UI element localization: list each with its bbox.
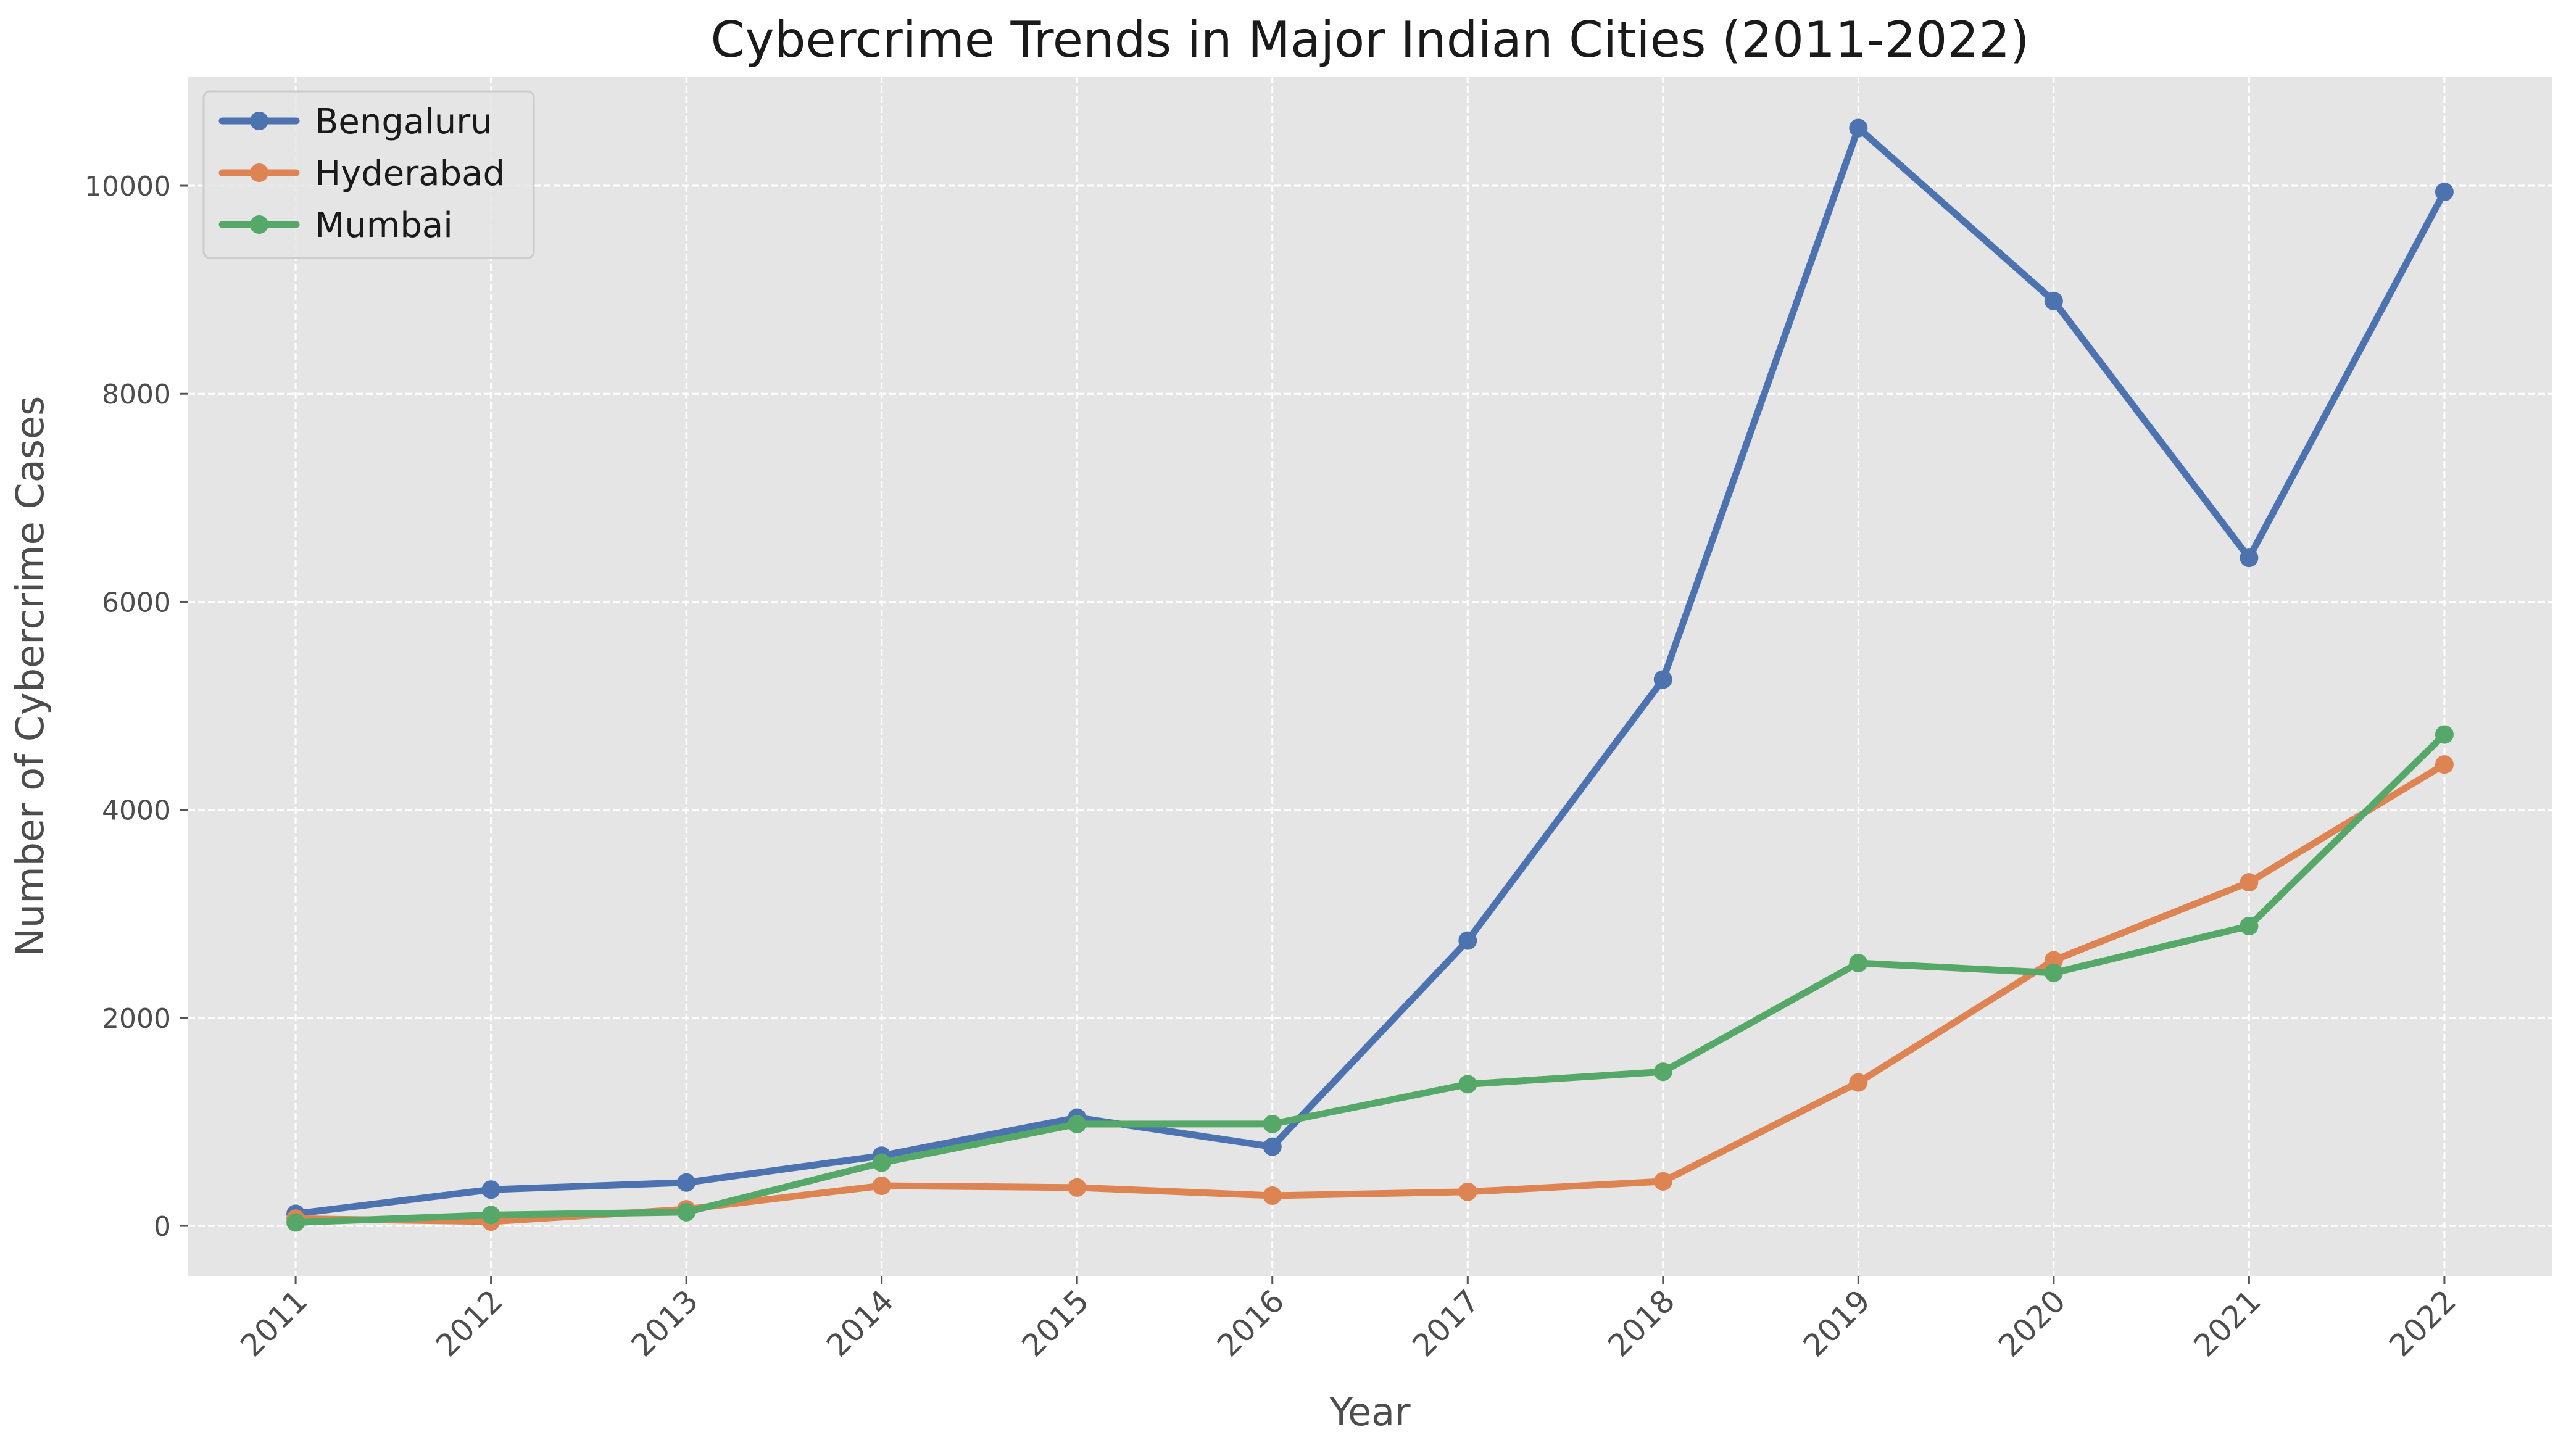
y-tick-label: 2000 bbox=[102, 1003, 171, 1035]
legend-item-hyderabad: Hyderabad bbox=[218, 154, 505, 194]
series-line-mumbai bbox=[292, 731, 2448, 1226]
legend-item-bengaluru: Bengaluru bbox=[218, 102, 492, 142]
data-point-hyderabad bbox=[1068, 1178, 1087, 1197]
legend-marker bbox=[250, 215, 268, 234]
data-point-mumbai bbox=[677, 1202, 696, 1222]
legend-label: Bengaluru bbox=[315, 102, 492, 142]
legend: Bengaluru Hyderabad Mumbai bbox=[202, 90, 535, 259]
legend-label: Hyderabad bbox=[315, 154, 505, 194]
series-mumbai bbox=[286, 725, 2454, 1232]
legend-marker bbox=[250, 112, 268, 130]
legend-marker bbox=[250, 163, 268, 182]
data-point-hyderabad bbox=[1653, 1172, 1672, 1191]
data-point-hyderabad bbox=[872, 1176, 891, 1195]
data-point-mumbai bbox=[1263, 1114, 1282, 1133]
data-point-mumbai bbox=[1849, 954, 1868, 973]
data-point-bengaluru bbox=[1458, 931, 1477, 950]
legend-box bbox=[202, 90, 535, 259]
data-point-hyderabad bbox=[1458, 1182, 1477, 1201]
y-tick-label: 6000 bbox=[102, 587, 171, 618]
data-point-bengaluru bbox=[481, 1180, 500, 1199]
data-point-mumbai bbox=[2435, 725, 2454, 744]
data-point-mumbai bbox=[2240, 916, 2259, 935]
data-point-hyderabad bbox=[1849, 1073, 1868, 1092]
data-point-hyderabad bbox=[2240, 873, 2259, 892]
data-point-bengaluru bbox=[1263, 1137, 1282, 1156]
data-point-mumbai bbox=[1653, 1062, 1672, 1082]
y-tick-label: 4000 bbox=[102, 795, 171, 827]
x-axis-label: Year bbox=[1329, 1389, 1411, 1434]
data-point-bengaluru bbox=[2240, 548, 2259, 568]
legend-item-mumbai: Mumbai bbox=[218, 205, 453, 246]
grid bbox=[188, 77, 2552, 1276]
legend-label: Mumbai bbox=[315, 205, 453, 246]
data-point-mumbai bbox=[286, 1213, 305, 1232]
data-point-bengaluru bbox=[1653, 670, 1672, 689]
data-point-hyderabad bbox=[2435, 755, 2454, 774]
data-point-mumbai bbox=[1458, 1075, 1477, 1094]
plot-area bbox=[188, 77, 2552, 1276]
data-point-mumbai bbox=[1068, 1115, 1087, 1134]
y-tick-label: 8000 bbox=[102, 379, 171, 410]
data-point-mumbai bbox=[2044, 963, 2063, 982]
series-line-bengaluru bbox=[292, 125, 2448, 1217]
data-point-mumbai bbox=[481, 1206, 500, 1225]
data-point-bengaluru bbox=[1849, 118, 1868, 138]
y-tick-label: 0 bbox=[154, 1211, 171, 1243]
y-axis-label: Number of Cybercrime Cases bbox=[7, 396, 52, 957]
y-tick-label: 10000 bbox=[85, 171, 171, 202]
data-point-bengaluru bbox=[677, 1173, 696, 1192]
data-point-hyderabad bbox=[1263, 1186, 1282, 1206]
data-point-mumbai bbox=[872, 1153, 891, 1172]
data-point-bengaluru bbox=[2435, 183, 2454, 202]
chart-title: Cybercrime Trends in Major Indian Cities… bbox=[711, 11, 2030, 68]
series bbox=[286, 118, 2454, 1232]
data-point-bengaluru bbox=[2044, 291, 2063, 310]
